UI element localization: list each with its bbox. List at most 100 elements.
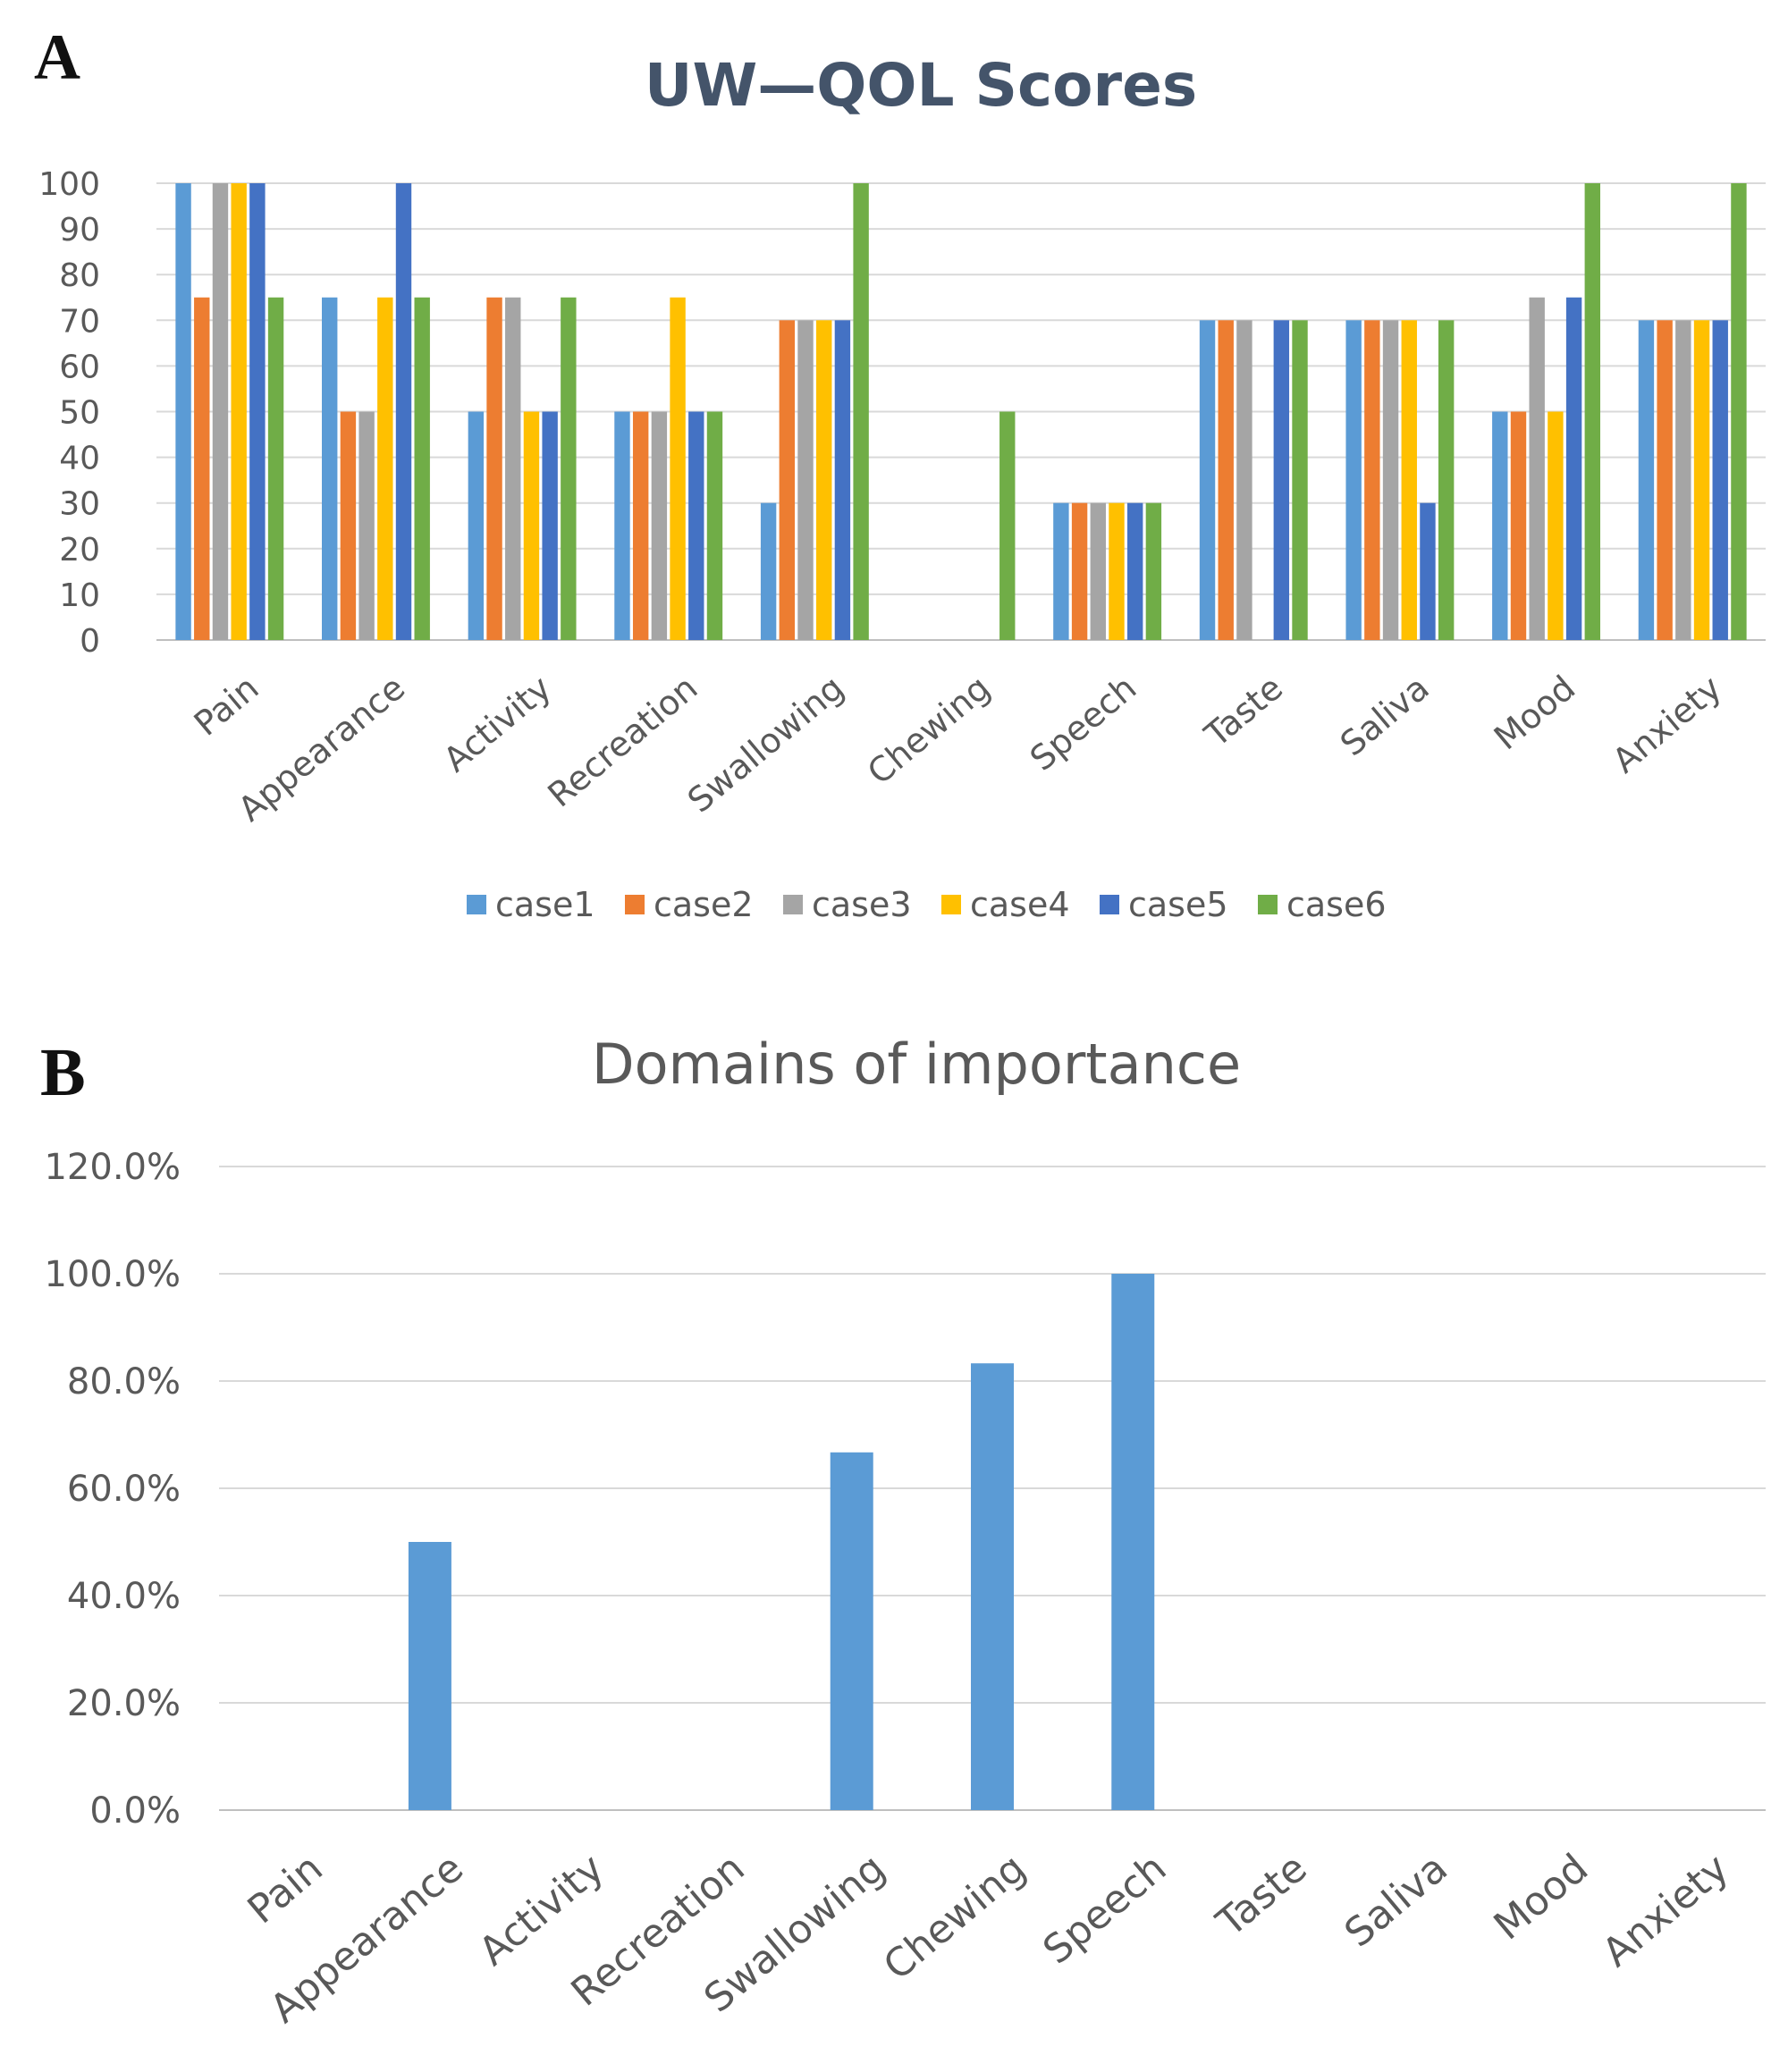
- legend-swatch-case1: [467, 895, 486, 914]
- panel-b-title: Domains of importance: [592, 1032, 1241, 1097]
- panel-b-category-label: Speech: [1034, 1845, 1175, 1973]
- legend-swatch-case5: [1100, 895, 1119, 914]
- panel-a-y-tick-label: 100: [38, 166, 100, 203]
- panel-a-y-tick-label: 30: [59, 486, 100, 523]
- bar-case3-saliva: [1382, 320, 1399, 640]
- panel-b: B Domains of importance 0.0% 20.0% 40.0% 60…: [40, 1032, 1766, 2032]
- panel-a-y-tick-label: 70: [59, 303, 100, 340]
- bar-case6-speech: [1145, 502, 1162, 640]
- bar-case5-recreation: [688, 411, 704, 640]
- bar-case4-saliva: [1401, 320, 1417, 640]
- bar-case5-activity: [542, 411, 558, 640]
- panel-a-category-label: Pain: [187, 668, 266, 744]
- bar-case2-activity: [486, 297, 502, 640]
- panel-a-title: UW—QOL Scores: [645, 51, 1197, 120]
- panel-b-category-label: Chewing: [875, 1845, 1034, 1989]
- bar-case2-swallowing: [779, 320, 796, 640]
- panel-a-category-label: Anxiety: [1605, 668, 1729, 780]
- bar-case6-recreation: [706, 411, 723, 640]
- bar-case6-taste: [1292, 320, 1308, 640]
- bar-case3-mood: [1529, 297, 1545, 640]
- bar-case1-speech: [1053, 502, 1069, 640]
- panel-b-y-tick-label: 20.0%: [67, 1683, 181, 1724]
- bar-case1-taste: [1199, 320, 1216, 640]
- panel-b-y-tick-label: 60.0%: [67, 1469, 181, 1510]
- panel-a-category-label: Chewing: [860, 668, 998, 792]
- legend-swatch-case3: [783, 895, 803, 914]
- panel-a-category-label: Saliva: [1333, 668, 1437, 763]
- bar-case2-recreation: [632, 411, 649, 640]
- panel-b-category-label: Activity: [470, 1845, 612, 1975]
- panel-a-letter: A: [34, 21, 80, 93]
- bar-case4-recreation: [670, 297, 686, 640]
- legend-label-case5: case5: [1128, 885, 1228, 924]
- bar-case2-speech: [1071, 502, 1088, 640]
- bar-case1-recreation: [614, 411, 630, 640]
- panel-a-category-label: Mood: [1487, 668, 1582, 757]
- bar-case3-appearance: [358, 411, 375, 640]
- bar-case3-anxiety: [1675, 320, 1691, 640]
- bar-case5-swallowing: [834, 320, 851, 640]
- bar-case3-swallowing: [797, 320, 814, 640]
- panel-a-category-label: Taste: [1197, 668, 1290, 755]
- panel-b-category-label: Taste: [1208, 1845, 1316, 1946]
- panel-b-category-label: Anxiety: [1594, 1845, 1737, 1975]
- panel-a-y-tick-labels: 0 10 20 30 40 50 60 70 80 90 100: [38, 166, 100, 660]
- bar-case5-saliva: [1420, 502, 1436, 640]
- panel-a-y-tick-label: 0: [80, 623, 100, 660]
- bar-case3-taste: [1236, 320, 1252, 640]
- panel-b-y-tick-label: 120.0%: [44, 1147, 181, 1188]
- bar-case6-mood: [1584, 183, 1600, 640]
- bar-case4-activity: [523, 411, 540, 640]
- bar-importance-swallowing: [830, 1452, 873, 1810]
- panel-a-y-tick-label: 80: [59, 257, 100, 294]
- bar-case2-mood: [1510, 411, 1527, 640]
- bar-case2-anxiety: [1657, 320, 1673, 640]
- panel-b-y-tick-label: 0.0%: [89, 1790, 181, 1832]
- bar-case4-swallowing: [816, 320, 832, 640]
- bar-case4-mood: [1548, 411, 1564, 640]
- panel-a-y-tick-label: 10: [59, 577, 100, 614]
- bar-case5-speech: [1126, 502, 1143, 640]
- bar-case3-activity: [505, 297, 521, 640]
- panel-b-category-label: Saliva: [1337, 1845, 1456, 1956]
- panel-a-category-label: Recreation: [541, 668, 705, 814]
- panel-a-category-label: Swallowing: [680, 668, 851, 820]
- bar-importance-chewing: [971, 1363, 1014, 1810]
- bar-case6-saliva: [1438, 320, 1455, 640]
- legend-swatch-case4: [941, 895, 961, 914]
- bar-importance-speech: [1111, 1274, 1155, 1810]
- bar-case6-appearance: [414, 297, 430, 640]
- bar-case1-activity: [468, 411, 485, 640]
- bar-case3-speech: [1090, 502, 1106, 640]
- bar-case5-pain: [249, 183, 266, 640]
- panel-b-letter: B: [40, 1035, 86, 1110]
- bar-case5-mood: [1565, 297, 1582, 640]
- bar-case3-recreation: [651, 411, 668, 640]
- bar-case4-appearance: [377, 297, 393, 640]
- bar-case5-anxiety: [1712, 320, 1728, 640]
- panel-a-y-tick-label: 40: [59, 441, 100, 477]
- bar-case1-saliva: [1345, 320, 1362, 640]
- panel-a-category-label: Speech: [1023, 668, 1144, 779]
- panel-b-y-tick-labels: 0.0% 20.0% 40.0% 60.0% 80.0% 100.0% 120.0%: [44, 1147, 181, 1832]
- panel-b-bars: [408, 1274, 1155, 1810]
- bar-importance-appearance: [408, 1542, 451, 1810]
- bar-case2-saliva: [1364, 320, 1380, 640]
- bar-case5-appearance: [395, 183, 412, 640]
- bar-case6-anxiety: [1731, 183, 1747, 640]
- legend-label-case3: case3: [812, 885, 912, 924]
- panel-a-y-tick-label: 50: [59, 395, 100, 432]
- panel-b-y-tick-label: 40.0%: [67, 1576, 181, 1617]
- panel-a-legend: case1 case2 case3 case4 case5 case6: [467, 885, 1387, 924]
- legend-swatch-case6: [1258, 895, 1278, 914]
- bar-case1-swallowing: [760, 502, 777, 640]
- panel-a-y-tick-label: 20: [59, 532, 100, 569]
- bar-case4-anxiety: [1693, 320, 1710, 640]
- bar-case2-taste: [1218, 320, 1234, 640]
- bar-case6-swallowing: [853, 183, 869, 640]
- legend-label-case1: case1: [495, 885, 595, 924]
- bar-case1-mood: [1492, 411, 1508, 640]
- bar-case6-chewing: [999, 411, 1016, 640]
